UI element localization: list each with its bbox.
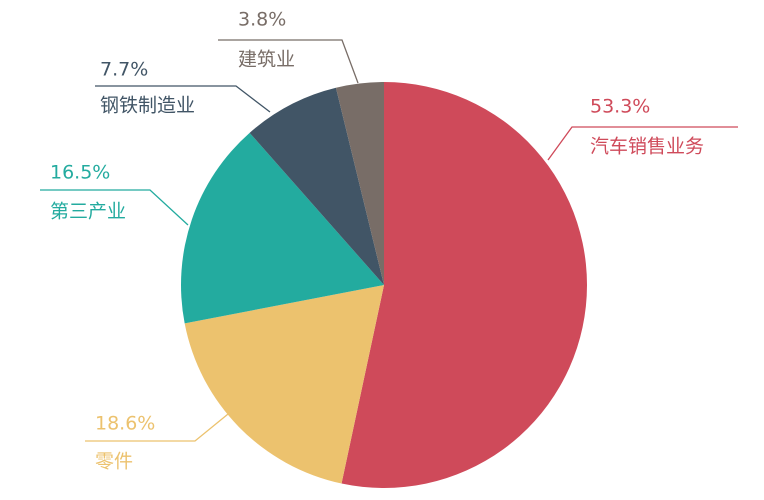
value-label: 18.6% bbox=[95, 413, 155, 435]
leader-line bbox=[547, 126, 738, 161]
value-label: 53.3% bbox=[590, 96, 650, 118]
leader-line bbox=[40, 189, 189, 226]
pie-slice bbox=[184, 285, 384, 484]
category-label: 第三产业 bbox=[50, 201, 126, 223]
pie-slice bbox=[249, 87, 384, 286]
category-label: 汽车销售业务 bbox=[590, 136, 704, 158]
value-label: 16.5% bbox=[50, 162, 110, 184]
pie-slice bbox=[181, 132, 384, 324]
value-label: 7.7% bbox=[100, 59, 148, 81]
category-label: 建筑业 bbox=[238, 49, 295, 71]
leader-line bbox=[85, 391, 256, 442]
leader-line bbox=[218, 39, 359, 84]
category-label: 零件 bbox=[95, 451, 133, 473]
category-label: 钢铁制造业 bbox=[100, 95, 195, 117]
pie-slice bbox=[341, 82, 588, 488]
value-label: 3.8% bbox=[238, 9, 286, 31]
leader-line bbox=[95, 85, 271, 113]
pie-slice bbox=[335, 82, 384, 285]
